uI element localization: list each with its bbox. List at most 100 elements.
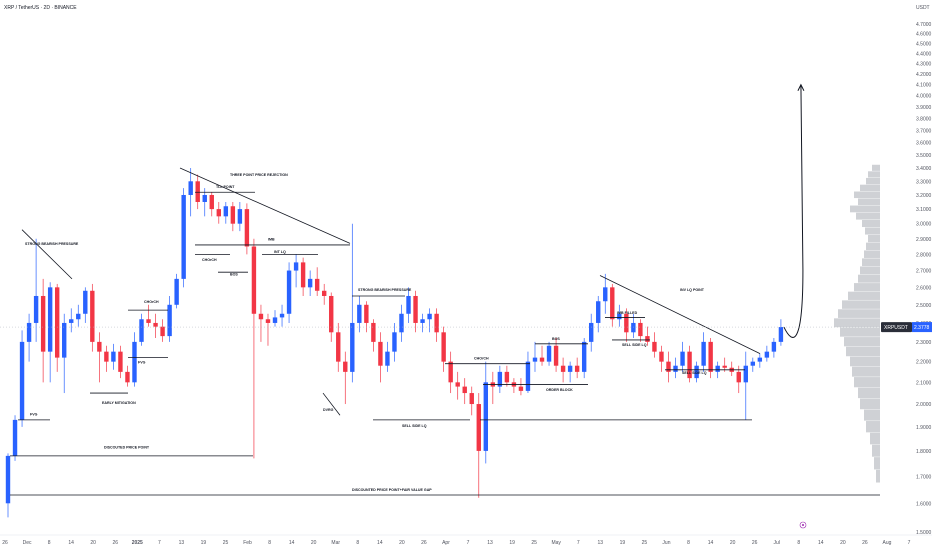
annotation-label: CHOrCH — [474, 357, 489, 361]
x-tick-label: 13 — [179, 540, 185, 546]
volume-profile-bar — [868, 234, 880, 243]
x-tick-label: 19 — [620, 540, 626, 546]
candle-body — [237, 209, 243, 224]
x-tick-label: 26 — [752, 540, 758, 546]
candle-body — [111, 351, 116, 362]
candle-body — [5, 455, 11, 504]
y-tick-label: 2.0000 — [916, 402, 932, 408]
volume-profile-bar — [856, 212, 880, 220]
volume-profile-bar — [848, 291, 880, 300]
volume-profile-bar — [854, 191, 880, 199]
x-tick-label: Apr — [442, 540, 450, 546]
candle-body — [750, 361, 756, 366]
candle-body — [286, 270, 292, 314]
candle-body — [764, 351, 770, 358]
candle-body — [244, 209, 250, 247]
candle-body — [778, 327, 784, 342]
candle-body — [307, 278, 313, 288]
candle-body — [603, 287, 608, 302]
price-badge-symbol-box — [881, 322, 912, 333]
volume-profile-bar — [874, 457, 880, 470]
volume-profile-bar — [868, 171, 880, 178]
candle-body — [33, 295, 39, 323]
y-tick-label: 2.2000 — [916, 360, 932, 366]
x-tick-label: 14 — [818, 540, 824, 546]
candle-body — [90, 290, 95, 342]
candle-body — [736, 371, 741, 383]
volume-profile-bar — [854, 377, 880, 388]
candle-body — [722, 365, 727, 368]
time-axis[interactable]: 26 Dec 8 14 20 26 2025 7 13 19 25 Feb 8 14 20 Mar 8 14 20 2… — [0, 534, 932, 546]
candle-body — [40, 295, 46, 352]
candle-body — [26, 322, 32, 342]
candle-body — [314, 278, 320, 291]
x-tick-label: 19 — [201, 540, 207, 546]
candle-body — [392, 332, 397, 352]
annotation-label: FVG — [30, 412, 38, 416]
annotation-label: INV LQ POINT — [680, 288, 705, 292]
annotation-label: STRONG BEARISH PRESSURE — [25, 242, 79, 246]
candle-body — [385, 351, 390, 366]
inv-lq-diagonal — [599, 275, 761, 354]
candle-body — [167, 304, 172, 337]
volume-profile-bar — [844, 337, 880, 347]
annotation-label: IMB — [268, 237, 275, 241]
y-tick-label: 1.8000 — [916, 449, 932, 455]
x-tick-label: 20 — [840, 540, 846, 546]
x-tick-label: 8 — [268, 540, 271, 546]
candle-body — [504, 371, 510, 383]
candle-body — [624, 313, 629, 333]
candle-body — [230, 206, 236, 224]
y-tick-label: 4.7000 — [916, 22, 932, 28]
candle-body — [680, 351, 685, 366]
volume-profile-bar — [834, 318, 880, 328]
volume-profile-bar — [866, 177, 880, 185]
y-tick-label: 3.0000 — [916, 222, 932, 228]
candle-body — [146, 319, 151, 323]
bearish-pressure-diagonal — [21, 229, 73, 280]
candle-body — [525, 361, 531, 391]
x-tick-label: Feb — [243, 540, 252, 546]
x-tick-label: 19 — [509, 540, 515, 546]
candle-body — [265, 319, 271, 323]
candle-body — [413, 295, 418, 323]
candle-body — [216, 209, 221, 217]
y-tick-label: 1.5000 — [916, 530, 932, 536]
candle-body — [153, 322, 158, 327]
annotation-label: DVRG — [323, 408, 334, 412]
candle-body — [652, 341, 657, 352]
x-tick-label: Dec — [23, 540, 32, 546]
price-axis[interactable]: 4.7000 4.6000 4.5000 4.4000 4.3000 4.2000 4.10… — [0, 22, 932, 536]
candle-body — [539, 357, 545, 362]
volume-profile-bar — [860, 184, 880, 192]
candle-body — [610, 287, 615, 320]
y-tick-label: 2.5000 — [916, 303, 932, 309]
candle-body — [258, 313, 264, 320]
x-tick-label: 25 — [223, 540, 229, 546]
candle-body — [321, 290, 327, 296]
volume-profile-bar — [864, 250, 880, 258]
candle-body — [666, 361, 671, 372]
candle-body — [448, 361, 453, 383]
candle-body — [617, 313, 622, 320]
candle-body — [181, 194, 186, 279]
price-badge-value-box — [912, 322, 932, 333]
candle-body — [160, 326, 165, 337]
volume-profile-bar — [860, 398, 880, 410]
volume-profile-bar — [866, 421, 880, 433]
projection-arrowhead — [797, 83, 805, 91]
volume-profile-bar — [872, 444, 880, 457]
volume-profile-bar — [862, 219, 880, 228]
volume-profile-bar — [865, 227, 880, 235]
y-tick-label: 1.9000 — [916, 425, 932, 431]
price-badge-value: 2.3778 — [914, 325, 930, 331]
y-tick-label: 3.5000 — [916, 153, 932, 159]
volume-profile-bar — [866, 242, 880, 251]
y-tick-label: 4.1000 — [916, 83, 932, 89]
x-tick-label: 26 — [2, 540, 8, 546]
candle-body — [687, 351, 692, 379]
x-tick-label: 20 — [730, 540, 736, 546]
event-marker-dot — [802, 524, 804, 526]
dvrg-line — [322, 392, 341, 416]
